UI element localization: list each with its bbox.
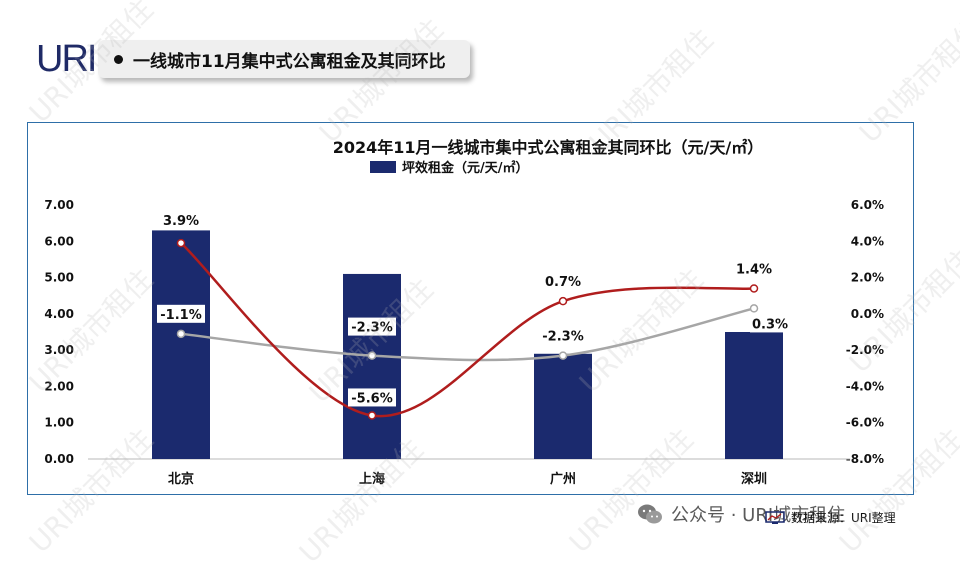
y-right-tick: -2.0% xyxy=(846,343,884,357)
y-left-tick: 4.00 xyxy=(44,307,74,321)
y-left-tick: 2.00 xyxy=(44,379,74,393)
line-red xyxy=(180,242,755,418)
y-right-tick: -4.0% xyxy=(846,379,884,393)
data-label-gray: -2.3% xyxy=(542,330,583,345)
data-label-red-bg xyxy=(734,259,774,278)
data-label-red-bg xyxy=(543,272,583,291)
y-left-tick: 7.00 xyxy=(44,198,74,212)
wechat-credit: 公众号 · URI城市租住 xyxy=(637,501,845,527)
chart: 2024年11月一线城市集中式公寓租金其同环比（元/天/㎡） 坪效租金（元/天/㎡… xyxy=(44,138,884,487)
x-tick-label: 上海 xyxy=(359,471,385,487)
y-left-tick: 0.00 xyxy=(44,452,74,466)
point-gray xyxy=(176,329,186,339)
line-gray xyxy=(180,307,755,362)
y-right-tick: -6.0% xyxy=(846,416,884,430)
data-label-gray-bg xyxy=(157,304,205,323)
wechat-icon xyxy=(638,504,662,524)
point-gray xyxy=(749,304,759,313)
header-tab: 一线城市11月集中式公寓租金及其同环比 xyxy=(98,40,470,78)
legend-swatch xyxy=(370,161,396,173)
x-tick-label: 深圳 xyxy=(741,471,767,487)
point-red xyxy=(558,296,568,306)
wechat-text: 公众号 · URI城市租住 xyxy=(671,505,846,526)
data-label-red: 3.9% xyxy=(163,214,199,229)
bar-广州 xyxy=(534,353,592,459)
monitor-icon xyxy=(765,510,785,524)
point-red xyxy=(749,284,759,293)
header-title: 一线城市11月集中式公寓租金及其同环比 xyxy=(133,51,446,72)
y-left-tick: 5.00 xyxy=(44,271,74,285)
point-red xyxy=(367,411,377,420)
bar-深圳 xyxy=(725,332,783,459)
legend-label: 坪效租金（元/天/㎡） xyxy=(402,160,529,176)
source-text: 数据来源：URI整理 xyxy=(791,511,896,525)
x-tick-label: 广州 xyxy=(550,471,576,487)
y-left-tick: 6.00 xyxy=(44,234,74,248)
brand-logo: URI xyxy=(36,38,97,80)
y-right-tick: 2.0% xyxy=(851,271,884,285)
chart-frame: 2024年11月一线城市集中式公寓租金其同环比（元/天/㎡） 坪效租金（元/天/㎡… xyxy=(27,122,914,495)
chart-title: 2024年11月一线城市集中式公寓租金其同环比（元/天/㎡） xyxy=(333,138,764,157)
data-label-gray: -2.3% xyxy=(351,321,392,336)
data-label-gray-bg xyxy=(539,326,587,345)
bar-北京 xyxy=(152,230,210,459)
data-label-red-bg xyxy=(161,211,201,230)
data-label-gray: 0.3% xyxy=(752,317,788,332)
bar-上海 xyxy=(343,273,401,459)
y-left-tick: 3.00 xyxy=(44,343,74,357)
point-gray xyxy=(367,351,377,360)
y-right-tick: 4.0% xyxy=(851,234,884,248)
y-right-tick: 6.0% xyxy=(851,198,884,212)
point-gray xyxy=(558,351,568,360)
data-label-gray: -1.1% xyxy=(160,308,201,323)
y-right-tick: -8.0% xyxy=(846,452,884,466)
data-label-red: 1.4% xyxy=(736,262,772,277)
source-note: 数据来源：URI整理 xyxy=(765,509,896,526)
y-right-tick: 0.0% xyxy=(851,307,884,321)
data-label-red-bg xyxy=(348,388,396,407)
data-label-red: -5.6% xyxy=(351,391,392,406)
data-label-gray-bg xyxy=(750,314,790,333)
data-label-gray-bg xyxy=(348,317,396,336)
y-left-tick: 1.00 xyxy=(44,416,74,430)
x-tick-label: 北京 xyxy=(168,471,194,487)
data-label-red: 0.7% xyxy=(545,275,581,290)
bullet-icon xyxy=(114,54,123,64)
point-red xyxy=(176,238,186,248)
